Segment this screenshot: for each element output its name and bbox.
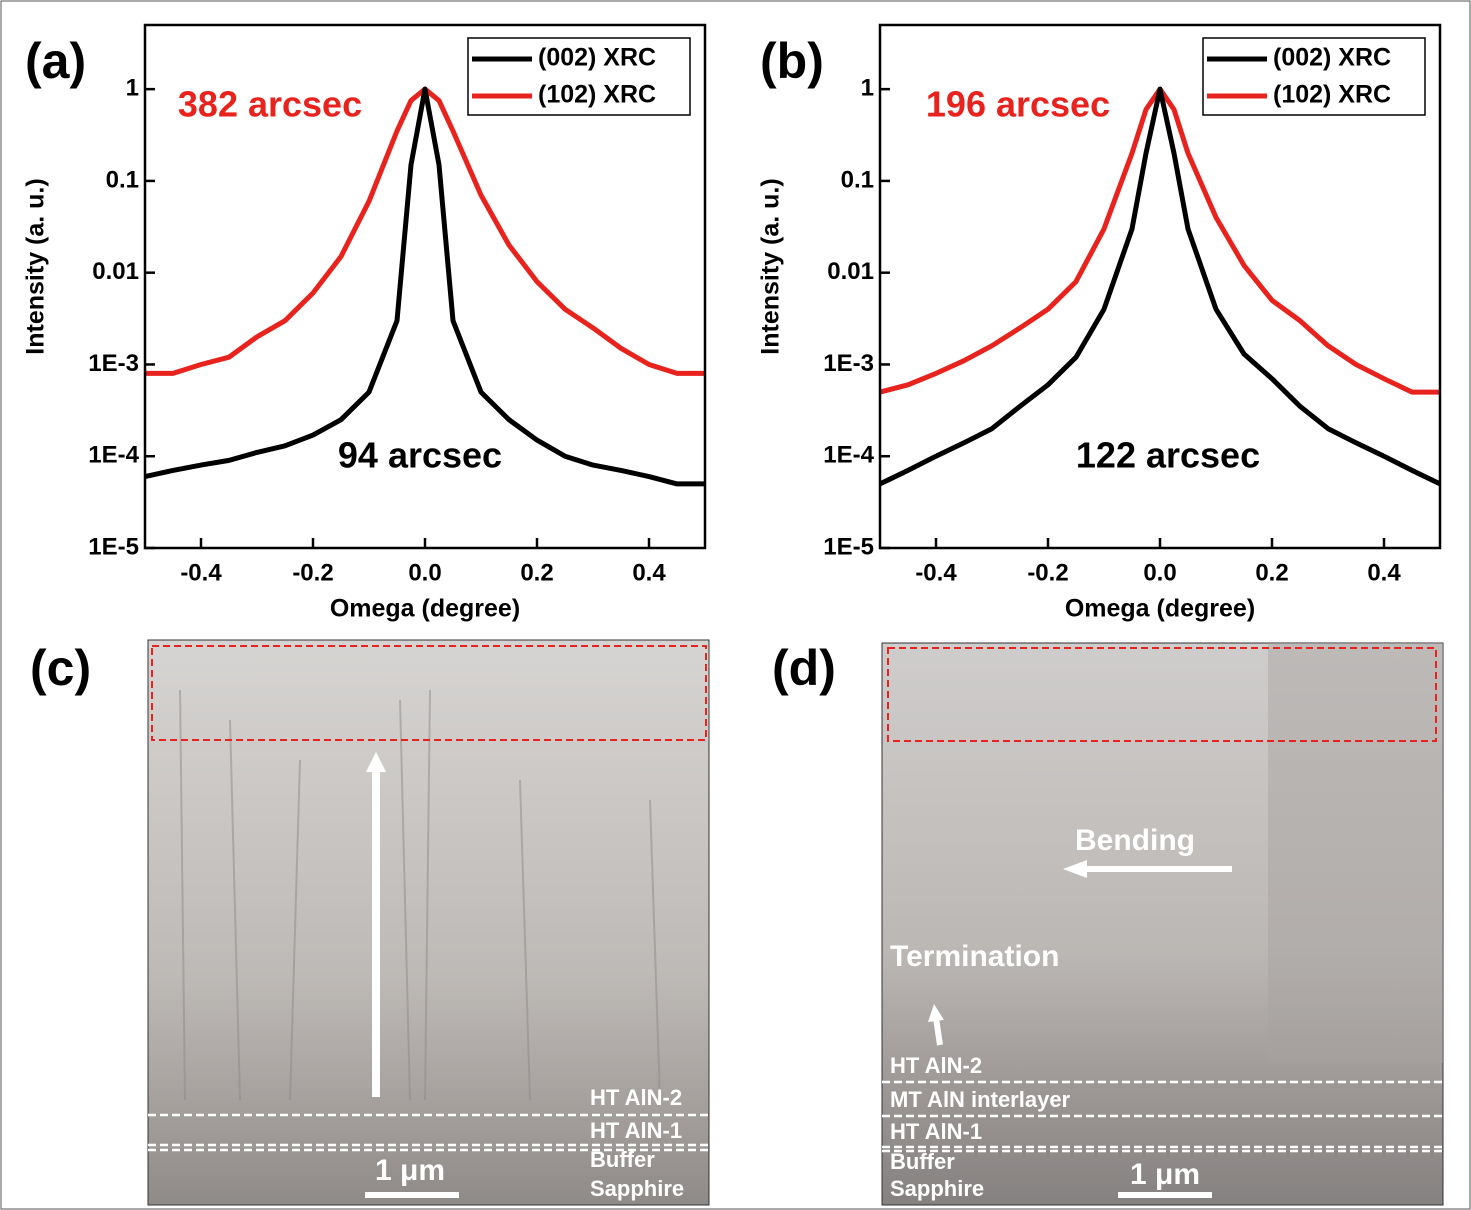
layer-label: HT AlN-2: [890, 1053, 982, 1078]
scale-bar-label: 1 μm: [375, 1154, 445, 1187]
scale-bar: [1118, 1192, 1212, 1198]
layer-label: Buffer: [590, 1147, 655, 1172]
x-tick-label: -0.4: [180, 559, 222, 586]
panel-label: (b): [760, 33, 824, 89]
y-tick-label: 1: [861, 74, 874, 101]
y-tick-label: 1: [126, 74, 139, 101]
legend-label: (102) XRC: [538, 81, 656, 109]
y-tick-label: 0.01: [827, 258, 874, 285]
legend-box: [467, 37, 691, 116]
x-tick-label: 0.2: [1255, 559, 1288, 586]
dislocation-lines: [179, 689, 661, 1101]
layer-label: Sapphire: [890, 1176, 984, 1201]
highlight-box: [887, 647, 1437, 742]
panel-label: (c): [30, 640, 91, 696]
y-tick-label: 1E-5: [88, 533, 139, 560]
arrow-head: [366, 752, 386, 772]
annotation: 94 arcsec: [338, 435, 502, 476]
scale-bar-label: 1 μm: [1130, 1158, 1200, 1191]
y-tick-label: 1E-3: [88, 350, 139, 377]
y-tick-label: 1E-4: [823, 442, 874, 469]
tem-d-shade: [1268, 643, 1443, 1063]
annotation: 196 arcsec: [926, 84, 1110, 125]
data-line: [144, 86, 705, 487]
x-axis-label: Omega (degree): [330, 595, 520, 623]
data-line: [145, 86, 705, 376]
layer-label: HT AlN-1: [890, 1119, 982, 1144]
panel-label: (a): [25, 33, 86, 89]
annotation: Termination: [890, 940, 1059, 973]
annotation: 122 arcsec: [1076, 435, 1260, 476]
layer-label: Buffer: [890, 1149, 955, 1174]
x-tick-label: 0.4: [1367, 559, 1401, 586]
y-tick-label: 1E-5: [823, 533, 874, 560]
y-axis-label: Intensity (a. u.): [22, 178, 50, 354]
legend-label: (002) XRC: [538, 44, 656, 72]
layer-label: HT AlN-1: [590, 1118, 682, 1143]
x-axis-label: Omega (degree): [1065, 595, 1255, 623]
data-line: [878, 86, 1442, 487]
x-tick-label: -0.4: [915, 559, 957, 586]
annotation: 382 arcsec: [178, 84, 362, 125]
x-tick-label: -0.2: [1027, 559, 1068, 586]
layer-label: MT AlN interlayer: [890, 1087, 1071, 1112]
x-tick-label: 0.0: [408, 559, 441, 586]
x-tick-label: 0.2: [520, 559, 553, 586]
panel-label: (d): [772, 640, 836, 696]
scale-bar: [365, 1192, 459, 1198]
legend-label: (102) XRC: [1273, 81, 1391, 109]
x-tick-label: -0.2: [292, 559, 333, 586]
tem-image-d: HT AlN-2 MT AlN interlayer HT AlN-1 Buff…: [772, 640, 1444, 1206]
legend-label: (002) XRC: [1273, 44, 1391, 72]
x-tick-label: 0.0: [1143, 559, 1176, 586]
y-tick-label: 0.1: [841, 166, 874, 193]
y-axis-label: Intensity (a. u.): [757, 178, 785, 354]
y-tick-label: 0.1: [106, 166, 139, 193]
layer-boundaries: [882, 1080, 1443, 1153]
chart: 1E-5 1E-4 1E-3 0.01 0.1 1 -0.4 -0.2 0.0 0.2 0.4 Ome…: [757, 23, 1442, 623]
arrow-head: [928, 1004, 944, 1022]
y-tick-label: 1E-3: [823, 350, 874, 377]
y-tick-label: 0.01: [92, 258, 139, 285]
annotation: Bending: [1075, 824, 1195, 857]
x-tick-label: 0.4: [632, 559, 666, 586]
tem-image-c: HT AlN-2 HT AlN-1 Buffer Sapphire 1 μm (…: [30, 639, 710, 1206]
layer-label: HT AlN-2: [590, 1085, 682, 1110]
layer-boundaries: [148, 1113, 709, 1152]
highlight-box: [151, 645, 707, 741]
layer-label: Sapphire: [590, 1176, 684, 1201]
arrow: [933, 1017, 943, 1046]
y-tick-label: 1E-4: [88, 442, 139, 469]
arrow-head: [1063, 860, 1087, 878]
data-line: [879, 86, 1440, 395]
legend-box: [1202, 37, 1426, 116]
tem-d-background: [881, 642, 1444, 1206]
chart: 1E-5 1E-4 1E-3 0.01 0.1 1 -0.4 -0.2 0.0 0.2 0.4 Ome…: [22, 23, 707, 623]
